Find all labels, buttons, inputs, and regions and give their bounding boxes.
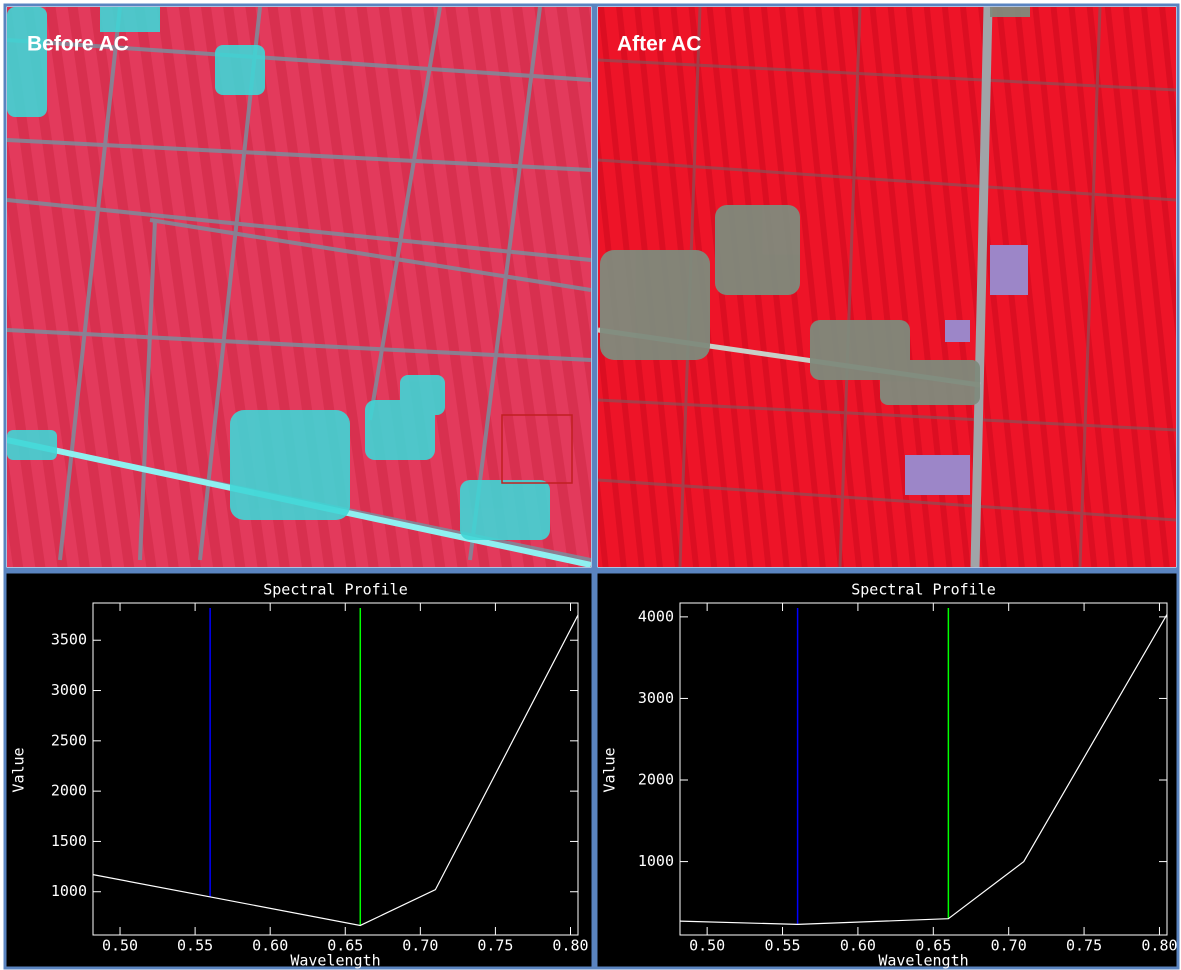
satellite-image — [7, 7, 591, 567]
y-tick-label: 3500 — [51, 631, 87, 649]
x-tick-label: 0.65 — [327, 937, 363, 955]
y-tick-label: 1500 — [51, 832, 87, 850]
image-label: After AC — [617, 33, 701, 56]
y-tick-label: 2000 — [638, 771, 674, 789]
chart-title: Spectral Profile — [263, 581, 408, 599]
y-axis-label: Value — [601, 747, 619, 792]
image-label: Before AC — [27, 33, 129, 56]
y-tick-label: 3000 — [638, 689, 674, 707]
y-tick-label: 1000 — [638, 852, 674, 870]
x-tick-label: 0.70 — [991, 937, 1027, 955]
x-tick-label: 0.55 — [764, 937, 800, 955]
chart-title: Spectral Profile — [851, 581, 996, 599]
y-tick-label: 1000 — [51, 882, 87, 900]
y-tick-label: 4000 — [638, 607, 674, 625]
x-tick-label: 0.50 — [102, 937, 138, 955]
satellite-image — [598, 7, 1176, 567]
chart-panel — [596, 572, 1178, 968]
x-tick-label: 0.75 — [477, 937, 513, 955]
figure: Before AC After AC Spectral ProfileWavel… — [0, 0, 1181, 970]
x-tick-label: 0.50 — [689, 937, 725, 955]
y-tick-label: 3000 — [51, 681, 87, 699]
y-tick-label: 2500 — [51, 731, 87, 749]
x-tick-label: 0.55 — [177, 937, 213, 955]
x-tick-label: 0.80 — [1141, 937, 1177, 955]
y-axis-label: Value — [10, 747, 28, 792]
x-tick-label: 0.65 — [915, 937, 951, 955]
x-tick-label: 0.75 — [1066, 937, 1102, 955]
y-tick-label: 2000 — [51, 782, 87, 800]
x-tick-label: 0.60 — [840, 937, 876, 955]
x-tick-label: 0.80 — [552, 937, 588, 955]
x-tick-label: 0.70 — [402, 937, 438, 955]
x-tick-label: 0.60 — [252, 937, 288, 955]
